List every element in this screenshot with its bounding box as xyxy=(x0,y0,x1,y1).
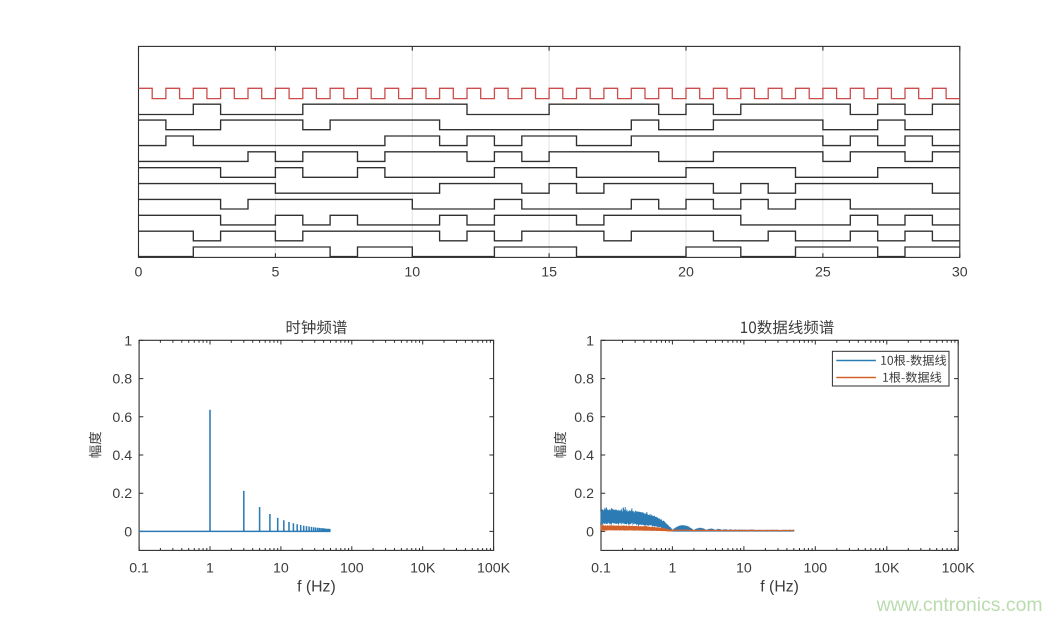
svg-text:0.4: 0.4 xyxy=(574,448,594,464)
svg-text:100K: 100K xyxy=(942,561,976,577)
svg-text:1: 1 xyxy=(586,333,594,349)
svg-text:f (Hz): f (Hz) xyxy=(760,579,799,596)
svg-text:25: 25 xyxy=(815,265,831,281)
svg-text:f (Hz): f (Hz) xyxy=(297,579,336,596)
svg-text:0.2: 0.2 xyxy=(574,486,594,502)
svg-text:0.6: 0.6 xyxy=(112,410,132,426)
svg-text:1: 1 xyxy=(124,333,132,349)
svg-text:0.8: 0.8 xyxy=(112,372,132,388)
svg-text:10: 10 xyxy=(404,265,420,281)
svg-text:0.1: 0.1 xyxy=(129,561,149,577)
svg-text:0.1: 0.1 xyxy=(591,561,611,577)
svg-text:10: 10 xyxy=(273,561,289,577)
svg-text:100: 100 xyxy=(803,561,827,577)
svg-text:5: 5 xyxy=(271,265,279,281)
svg-text:0.6: 0.6 xyxy=(574,410,594,426)
svg-text:0: 0 xyxy=(135,265,143,281)
svg-text:20: 20 xyxy=(678,265,694,281)
svg-text:0.2: 0.2 xyxy=(112,486,132,502)
svg-text:0.8: 0.8 xyxy=(574,372,594,388)
svg-text:1: 1 xyxy=(206,561,214,577)
svg-text:0: 0 xyxy=(124,524,132,540)
svg-text:100: 100 xyxy=(340,561,364,577)
svg-text:15: 15 xyxy=(541,265,557,281)
svg-text:10K: 10K xyxy=(410,561,436,577)
svg-text:0.4: 0.4 xyxy=(112,448,132,464)
svg-text:0: 0 xyxy=(586,524,594,540)
svg-text:10K: 10K xyxy=(874,561,900,577)
svg-text:1: 1 xyxy=(668,561,676,577)
svg-text:10: 10 xyxy=(736,561,752,577)
svg-text:www.cntronics.com: www.cntronics.com xyxy=(876,594,1043,616)
svg-text:100K: 100K xyxy=(477,561,511,577)
svg-text:30: 30 xyxy=(952,265,968,281)
